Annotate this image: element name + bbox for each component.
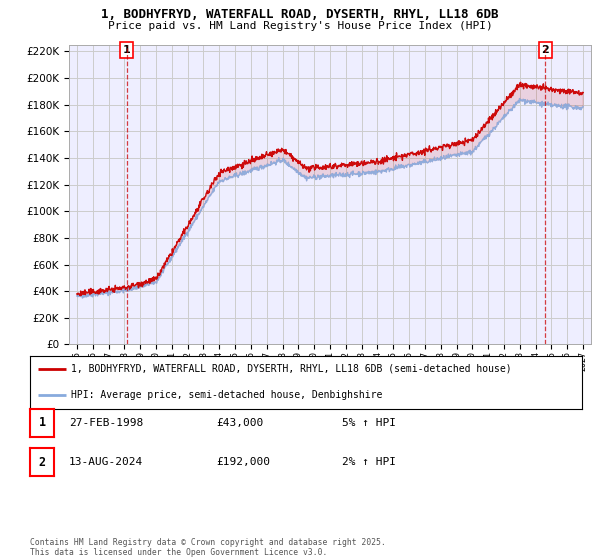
Text: 2: 2 bbox=[542, 45, 550, 55]
Text: 13-AUG-2024: 13-AUG-2024 bbox=[69, 457, 143, 467]
Text: £192,000: £192,000 bbox=[216, 457, 270, 467]
Text: 5% ↑ HPI: 5% ↑ HPI bbox=[342, 418, 396, 428]
Text: 1: 1 bbox=[123, 45, 131, 55]
Text: Price paid vs. HM Land Registry's House Price Index (HPI): Price paid vs. HM Land Registry's House … bbox=[107, 21, 493, 31]
Text: £43,000: £43,000 bbox=[216, 418, 263, 428]
Text: 2: 2 bbox=[38, 455, 46, 469]
Text: 1, BODHYFRYD, WATERFALL ROAD, DYSERTH, RHYL, LL18 6DB (semi-detached house): 1, BODHYFRYD, WATERFALL ROAD, DYSERTH, R… bbox=[71, 364, 512, 374]
Text: HPI: Average price, semi-detached house, Denbighshire: HPI: Average price, semi-detached house,… bbox=[71, 390, 383, 400]
Text: Contains HM Land Registry data © Crown copyright and database right 2025.
This d: Contains HM Land Registry data © Crown c… bbox=[30, 538, 386, 557]
Text: 1: 1 bbox=[38, 416, 46, 430]
Text: 1, BODHYFRYD, WATERFALL ROAD, DYSERTH, RHYL, LL18 6DB: 1, BODHYFRYD, WATERFALL ROAD, DYSERTH, R… bbox=[101, 8, 499, 21]
Text: 27-FEB-1998: 27-FEB-1998 bbox=[69, 418, 143, 428]
Text: 2% ↑ HPI: 2% ↑ HPI bbox=[342, 457, 396, 467]
